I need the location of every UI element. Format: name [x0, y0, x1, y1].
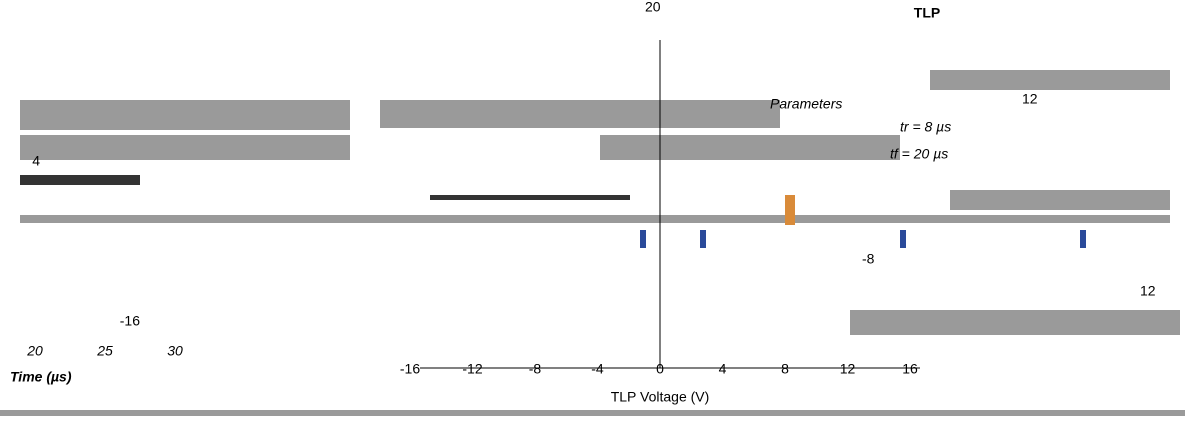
x-axis-label: TLP Voltage (V) [611, 389, 710, 405]
left-x-tick-label: 30 [167, 343, 183, 359]
rise-time: tr = 8 µs [900, 119, 951, 135]
fall-time: tf = 20 µs [890, 146, 948, 162]
right-tick: 12 [1140, 283, 1156, 299]
title: TLP [914, 5, 940, 21]
x-tick-label: 16 [902, 361, 918, 377]
left-x-label: Time (µs) [10, 369, 72, 385]
mid-tick: -8 [862, 251, 875, 267]
top-tick: 20 [645, 0, 661, 15]
x-tick-label: 12 [840, 361, 856, 377]
parameters-label: Parameters [770, 96, 842, 112]
x-tick-label: -8 [529, 361, 542, 377]
x-tick-label: 4 [719, 361, 727, 377]
left-y-tick-label: -16 [120, 313, 140, 329]
left-x-tick-label: 20 [26, 343, 43, 359]
x-tick-label: 0 [656, 361, 664, 377]
left-y-tick-label: 4 [32, 153, 40, 169]
x-tick-label: -4 [591, 361, 604, 377]
right-tick: 12 [1022, 91, 1038, 107]
x-tick-label: -12 [462, 361, 482, 377]
corrupted-image-blocks [0, 40, 1185, 416]
x-tick-label: 8 [781, 361, 789, 377]
left-x-tick-label: 25 [96, 343, 113, 359]
x-tick-label: -16 [400, 361, 420, 377]
